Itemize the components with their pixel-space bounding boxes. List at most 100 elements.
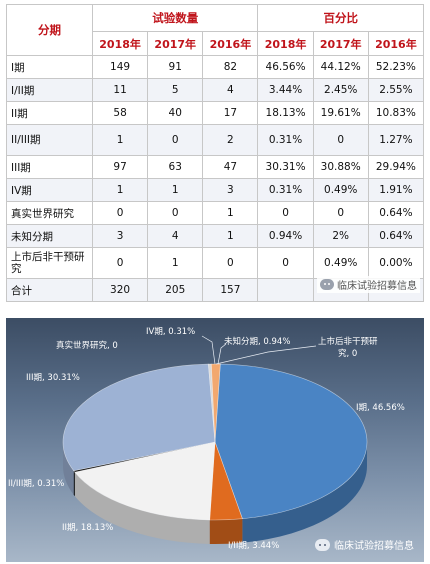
table-cell: 1.91%	[367, 178, 425, 202]
row-label: 上市后非干预研究	[6, 247, 93, 279]
table-cell: 205	[147, 278, 204, 302]
table-cell: 1	[202, 201, 259, 225]
table-cell: 2.45%	[312, 78, 369, 102]
row-label: III期	[6, 155, 93, 179]
table-cell: 30.31%	[257, 155, 314, 179]
pie-label: II/III期, 0.31%	[8, 479, 64, 489]
pie-side-wall	[242, 442, 367, 543]
table-cell: 47	[202, 155, 259, 179]
table-row: 未知分期 3 4 1 0.94% 2% 0.64%	[6, 224, 425, 248]
row-label: I期	[6, 55, 93, 79]
row-label: II/III期	[6, 124, 93, 156]
row-label: IV期	[6, 178, 93, 202]
pie-side-wall	[209, 518, 243, 544]
table-cell: 58	[91, 101, 149, 125]
row-label: 真实世界研究	[6, 201, 93, 225]
table-row: 上市后非干预研究 0 1 0 0 0.49% 0.00%	[6, 247, 425, 279]
table-cell: 18.13%	[257, 101, 314, 125]
pie-sides	[63, 442, 367, 544]
table-cell: 0	[312, 201, 369, 225]
row-label: 未知分期	[6, 224, 93, 248]
pie-side-wall	[63, 442, 74, 495]
table-cell: 0.64%	[367, 201, 425, 225]
table-cell	[257, 278, 314, 302]
wechat-icon	[320, 279, 334, 290]
pie-leader-line	[217, 343, 227, 365]
watermark-text: 临床试验招募信息	[334, 541, 414, 552]
table-cell: 1	[147, 178, 204, 202]
pie-label: II期, 18.13%	[62, 523, 113, 533]
table-row: IV期 1 1 3 0.31% 0.49% 1.91%	[6, 178, 425, 202]
pie-slice	[211, 363, 221, 443]
table-cell: 1	[147, 247, 204, 279]
table-cell: 2.55%	[367, 78, 425, 102]
table-cell: 11	[91, 78, 149, 102]
table-cell: 3	[91, 224, 149, 248]
table-row: II期 58 40 17 18.13% 19.61% 10.83%	[6, 101, 425, 125]
table-cell: 2%	[312, 224, 369, 248]
table-cell: 0	[147, 124, 204, 156]
header-counts: 试验数量	[91, 4, 259, 32]
table-row: II/III期 1 0 2 0.31% 0 1.27%	[6, 124, 425, 156]
table-cell: 63	[147, 155, 204, 179]
header-phase: 分期	[6, 4, 93, 56]
pie-leader-line	[201, 335, 216, 365]
table-cell: 82	[202, 55, 259, 79]
header-percent: 百分比	[257, 4, 424, 32]
table-cell: 0	[202, 247, 259, 279]
pie-label: I期, 46.56%	[356, 403, 405, 413]
table-cell: 0.31%	[257, 178, 314, 202]
year-header: 2017年	[312, 31, 369, 56]
table-cell: 1	[91, 124, 149, 156]
phase-table: 分期 试验数量 百分比 2018年 2017年 2016年 2018年 2017…	[6, 4, 425, 302]
table-cell: 0	[312, 124, 369, 156]
row-label: II期	[6, 101, 93, 125]
pie-slice	[62, 363, 216, 472]
pie-label: 真实世界研究, 0	[56, 340, 118, 351]
row-label: I/II期	[6, 78, 93, 102]
pie-chart: I期, 46.56% I/II期, 3.44% II期, 18.13% II/III期…	[8, 327, 405, 551]
watermark-table: 临床试验招募信息	[317, 276, 420, 293]
table-cell: 0	[257, 201, 314, 225]
table-cell: 0.31%	[257, 124, 314, 156]
row-label: 合计	[6, 278, 93, 302]
table-cell: 44.12%	[312, 55, 369, 79]
wechat-icon	[315, 538, 330, 551]
table-cell: 0	[91, 201, 149, 225]
table-row: III期 97 63 47 30.31% 30.88% 29.94%	[6, 155, 425, 179]
table-cell: 0.94%	[257, 224, 314, 248]
pie-label: III期, 30.31%	[26, 373, 80, 383]
table-row: I/II期 11 5 4 3.44% 2.45% 2.55%	[6, 78, 425, 102]
table-cell: 5	[147, 78, 204, 102]
pie-chart-panel: I期, 46.56% I/II期, 3.44% II期, 18.13% II/III期…	[6, 318, 424, 562]
pie-label: 上市后非干预研	[318, 336, 378, 347]
table-cell: 97	[91, 155, 149, 179]
table-cell: 0	[91, 247, 149, 279]
pie-side-wall	[73, 470, 75, 497]
table-cell: 17	[202, 101, 259, 125]
year-header: 2017年	[147, 31, 204, 56]
pie-slice	[214, 363, 368, 520]
table-cell: 4	[147, 224, 204, 248]
table-cell: 3	[202, 178, 259, 202]
phase-table-panel: 分期 试验数量 百分比 2018年 2017年 2016年 2018年 2017…	[6, 4, 425, 302]
pie-top	[62, 363, 368, 521]
watermark-text: 临床试验招募信息	[337, 281, 417, 292]
table-cell: 320	[91, 278, 149, 302]
pie-leader-line	[215, 345, 317, 365]
table-cell: 30.88%	[312, 155, 369, 179]
table-cell: 3.44%	[257, 78, 314, 102]
watermark-chart: 临床试验招募信息	[315, 537, 414, 552]
table-cell: 2	[202, 124, 259, 156]
table-cell: 149	[91, 55, 149, 79]
table-cell: 0.00%	[367, 247, 425, 279]
table-cell: 52.23%	[367, 55, 425, 79]
table-cell: 1	[202, 224, 259, 248]
table-cell: 29.94%	[367, 155, 425, 179]
pie-label: IV期, 0.31%	[146, 327, 195, 337]
year-header: 2016年	[367, 31, 425, 56]
table-cell: 0.49%	[312, 178, 369, 202]
year-header: 2018年	[91, 31, 149, 56]
pie-label: 究, 0	[338, 348, 357, 359]
table-cell: 0.49%	[312, 247, 369, 279]
